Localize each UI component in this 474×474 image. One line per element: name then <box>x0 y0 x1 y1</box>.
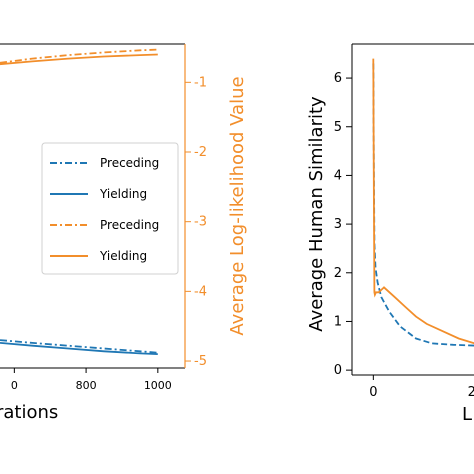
left-series-line-3 <box>0 342 158 355</box>
left-plot-area <box>0 48 158 355</box>
legend: Preceding Yielding Preceding Yielding <box>41 142 179 275</box>
right-series-line-1 <box>372 58 474 345</box>
right-y-ticks: 0 1 2 3 4 5 6 <box>334 71 352 378</box>
left-x-ticks: 0 800 1000 <box>11 368 172 392</box>
left-y2-tick-label: -1 <box>194 75 207 90</box>
left-y2-tick-label: -5 <box>194 354 207 369</box>
right-series-group <box>372 58 474 347</box>
legend-label: Preceding <box>100 218 159 232</box>
left-y2-tick-label: -3 <box>194 215 207 230</box>
legend-items: Preceding Yielding Preceding Yielding <box>50 156 159 263</box>
right-y-axis-label: Average Human Similarity <box>306 96 327 332</box>
right-x-ticks: 0 200 <box>369 375 474 400</box>
left-x-tick-label: 800 <box>76 379 97 392</box>
right-x-tick-label: 0 <box>369 385 377 400</box>
right-y-tick-label: 3 <box>334 217 342 232</box>
left-x-tick-label: 0 <box>11 379 18 392</box>
left-x-axis-label: rations <box>0 402 58 423</box>
right-y-tick-label: 6 <box>334 71 342 86</box>
left-y2-axis-label: Average Log-likelihood Value <box>227 76 248 335</box>
right-x-tick-label: 200 <box>468 385 474 400</box>
legend-label: Preceding <box>100 156 159 170</box>
right-series-line-0 <box>372 63 474 347</box>
legend-box <box>41 142 179 275</box>
right-y-tick-label: 4 <box>334 168 342 183</box>
right-y-tick-label: 0 <box>334 363 342 378</box>
legend-label: Yielding <box>99 187 147 201</box>
left-y2-tick-label: -4 <box>194 284 207 299</box>
left-series-group <box>0 48 158 355</box>
right-chart: 0 200 0 1 2 3 4 5 6 Average Human Similarity L <box>306 43 474 425</box>
left-chart: 0 800 1000 -1 -2 -3 -4 -5 rations Average Log-… <box>0 43 248 423</box>
legend-label: Yielding <box>99 249 147 263</box>
left-y2-tick-label: -2 <box>194 145 207 160</box>
right-y-tick-label: 2 <box>334 266 342 281</box>
right-x-axis-label: L <box>462 404 472 425</box>
right-y-tick-label: 5 <box>334 120 342 135</box>
left-x-tick-label: 1000 <box>144 379 172 392</box>
left-series-line-1 <box>0 53 158 66</box>
right-plot-area <box>372 58 474 347</box>
left-y2-ticks: -1 -2 -3 -4 -5 <box>185 75 207 369</box>
left-series-line-2 <box>0 339 158 354</box>
left-series-line-0 <box>0 48 158 64</box>
right-y-tick-label: 1 <box>334 314 342 329</box>
